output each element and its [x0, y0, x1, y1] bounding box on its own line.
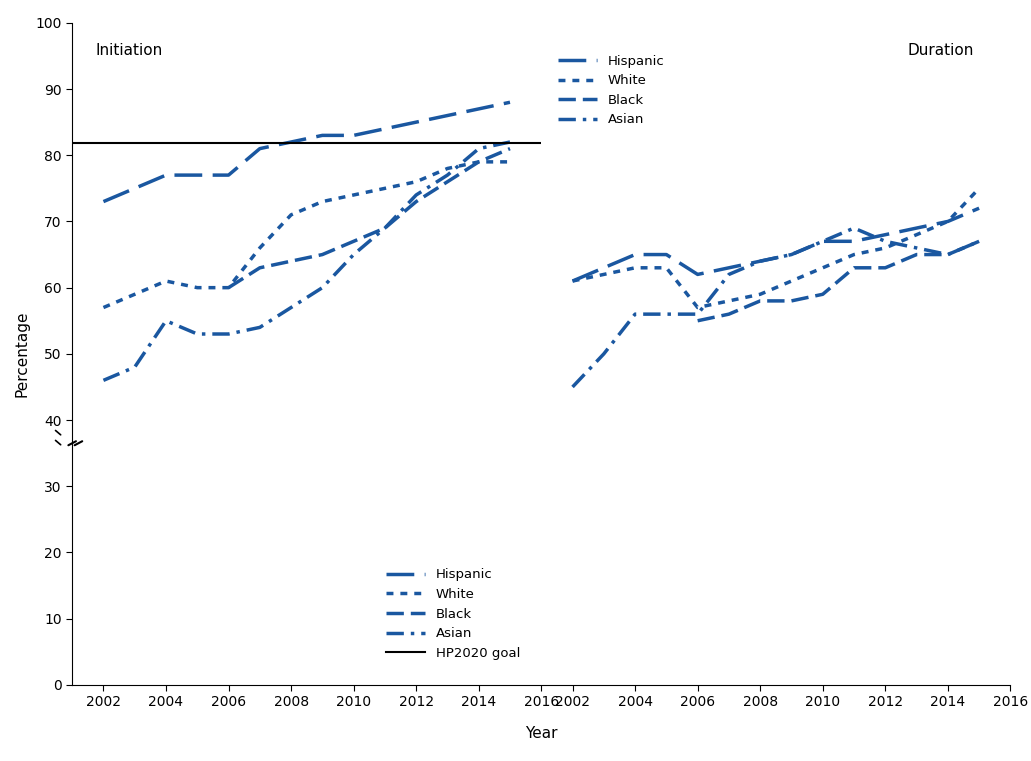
Text: Year: Year	[525, 726, 558, 741]
Text: Initiation: Initiation	[96, 43, 163, 58]
Legend: Hispanic, White, Black, Asian: Hispanic, White, Black, Asian	[553, 49, 670, 132]
Text: Duration: Duration	[907, 43, 973, 58]
Legend: Hispanic, White, Black, Asian, HP2020 goal: Hispanic, White, Black, Asian, HP2020 go…	[380, 563, 526, 665]
Y-axis label: Percentage: Percentage	[14, 310, 30, 397]
